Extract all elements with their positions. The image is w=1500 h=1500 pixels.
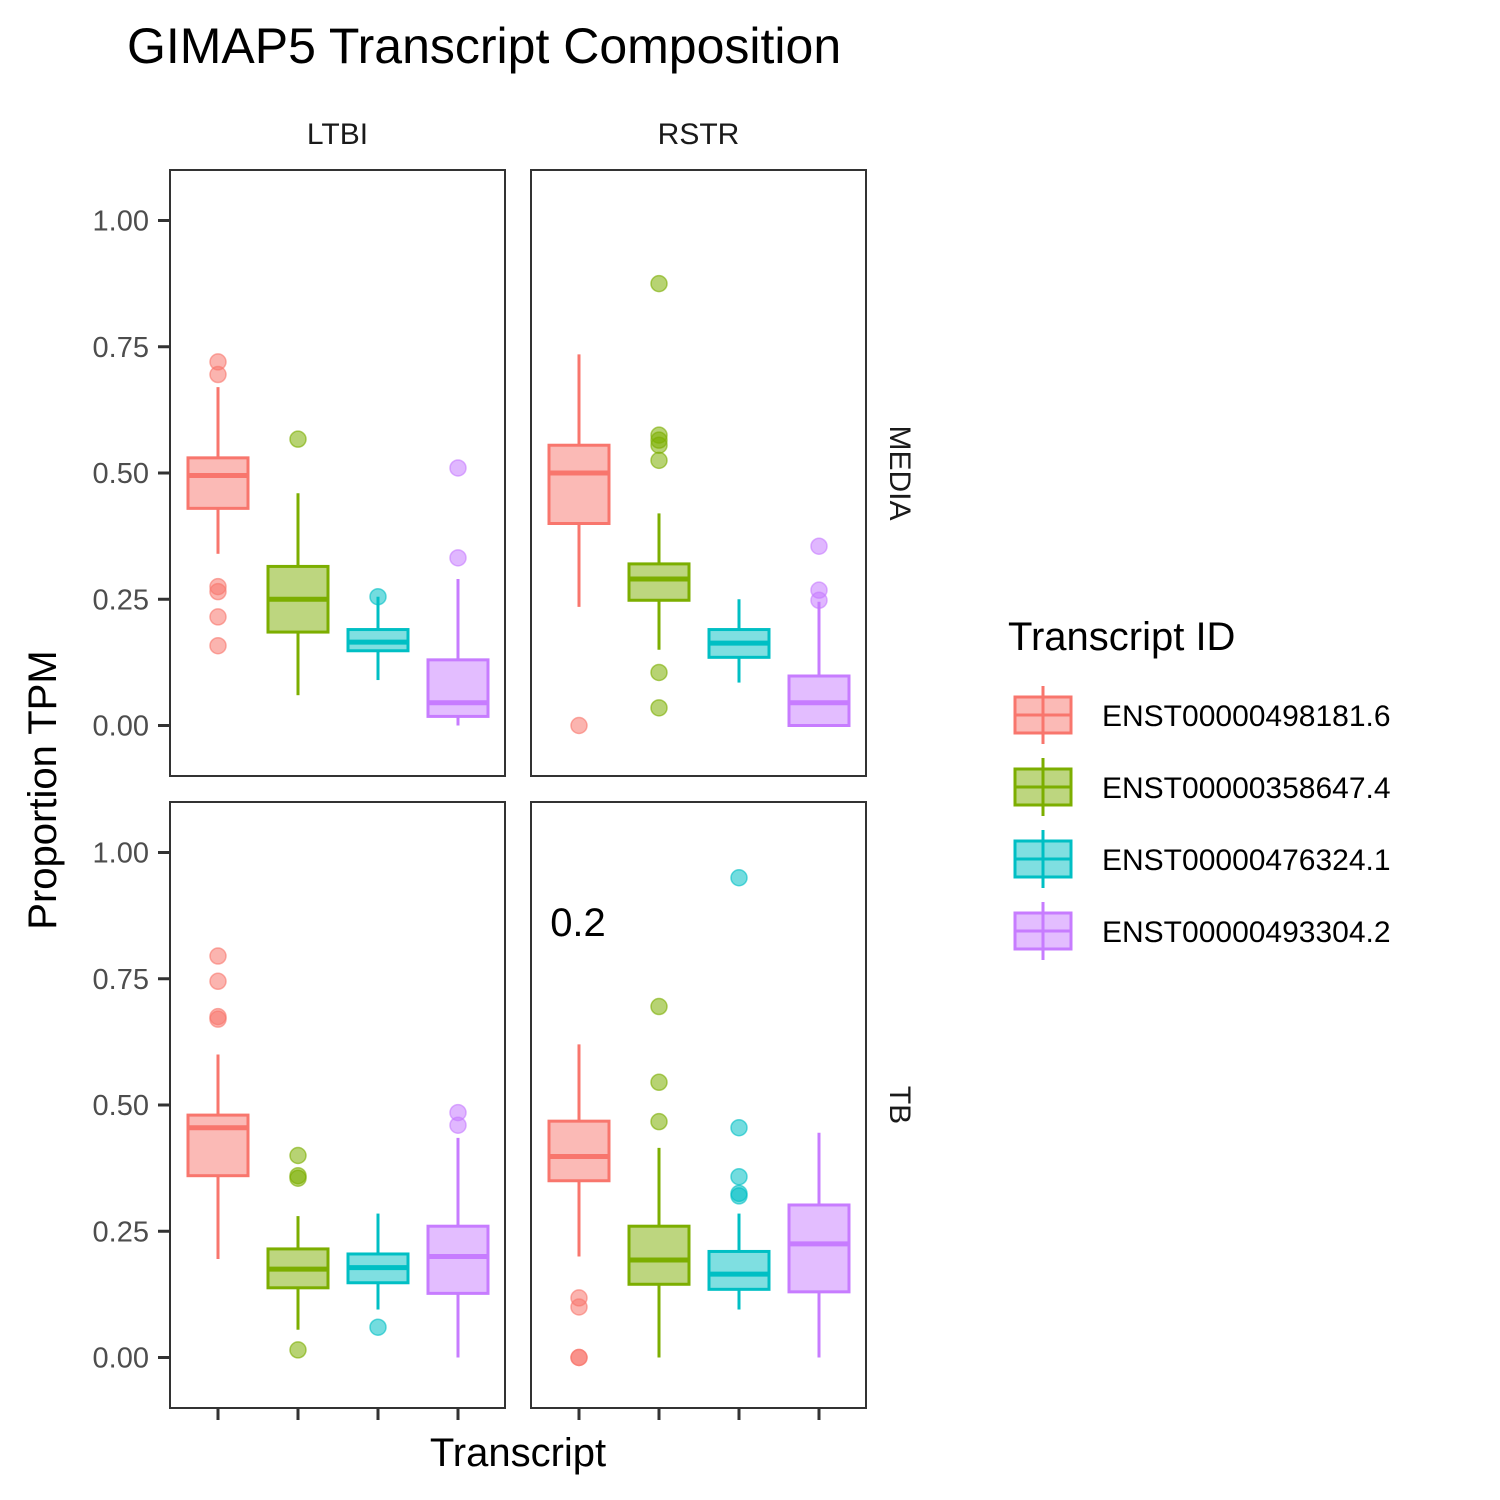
- y-tick-label: 0.75: [93, 332, 149, 364]
- panel-rstr-media: [530, 169, 867, 777]
- legend-label: ENST00000493304.2: [1102, 916, 1391, 949]
- y-tick-label: 1.00: [93, 206, 149, 238]
- box-iqr: [627, 1224, 691, 1286]
- outlier-point: [730, 1118, 748, 1137]
- box-ENST00000493304.2: [787, 537, 851, 728]
- strip-label-ltbi: LTBI: [307, 118, 368, 151]
- outlier-point: [570, 1348, 588, 1367]
- box-ENST00000493304.2: [787, 1132, 851, 1358]
- panel-rstr-tb: 0.2: [530, 801, 867, 1409]
- outlier-point: [209, 636, 227, 655]
- outlier-point: [289, 1341, 307, 1359]
- y-tick-label: 0.50: [93, 458, 149, 490]
- x-axis-title: Transcript: [430, 1431, 606, 1475]
- outlier-point: [289, 1169, 307, 1187]
- box-iqr: [186, 1113, 250, 1178]
- outlier-point: [369, 587, 387, 606]
- outlier-point: [289, 1146, 307, 1165]
- legend-label: ENST00000358647.4: [1102, 772, 1391, 805]
- outlier-point: [209, 947, 227, 965]
- box-ENST00000493304.2: [426, 459, 490, 726]
- panel-ltbi-tb: [169, 801, 506, 1409]
- outlier-point: [209, 608, 227, 626]
- outlier-point: [650, 1112, 668, 1131]
- box-iqr: [787, 1203, 851, 1294]
- y-tick-label: 0.00: [93, 711, 149, 743]
- chart-title: GIMAP5 Transcript Composition: [127, 18, 841, 74]
- outlier-point: [650, 1073, 668, 1092]
- outlier-point: [570, 716, 588, 735]
- panel-background: [531, 802, 866, 1408]
- box-ENST00000476324.1: [346, 1213, 410, 1336]
- outlier-point: [730, 869, 748, 887]
- outlier-point: [730, 1187, 748, 1205]
- y-tick-label: 0.25: [93, 584, 149, 616]
- y-axis-title: Proportion TPM: [21, 650, 65, 929]
- panel-border: [530, 801, 867, 1409]
- panel-background: [170, 802, 505, 1408]
- legend-label: ENST00000476324.1: [1102, 844, 1391, 877]
- box-iqr: [547, 443, 611, 526]
- box-ENST00000498181.6: [186, 353, 250, 655]
- outlier-point: [209, 582, 227, 601]
- legend-item: ENST00000358647.4: [1013, 758, 1391, 816]
- box-iqr: [426, 1224, 490, 1295]
- outlier-point: [650, 274, 668, 293]
- outlier-point: [369, 1318, 387, 1336]
- box-ENST00000476324.1: [346, 587, 410, 681]
- outlier-point: [209, 365, 227, 384]
- legend-item: ENST00000493304.2: [1013, 902, 1391, 960]
- legend-title: Transcript ID: [1008, 615, 1235, 659]
- outlier-point: [650, 436, 668, 454]
- legend-item: ENST00000476324.1: [1013, 830, 1391, 888]
- box-ENST00000476324.1: [707, 869, 771, 1310]
- outlier-point: [650, 699, 668, 717]
- panel-annotation: 0.2: [550, 901, 606, 945]
- outlier-point: [650, 663, 668, 682]
- legend: Transcript ID ENST00000498181.6 ENST00000…: [1008, 615, 1391, 960]
- box-iqr: [426, 658, 490, 718]
- outlier-point: [209, 972, 227, 991]
- strip-label-rstr: RSTR: [658, 118, 740, 151]
- outlier-point: [289, 430, 307, 448]
- outlier-point: [209, 1010, 227, 1028]
- y-tick-label: 0.25: [93, 1216, 149, 1248]
- outlier-point: [730, 1167, 748, 1186]
- y-tick-label: 0.50: [93, 1090, 149, 1122]
- box-ENST00000498181.6: [547, 354, 611, 735]
- outlier-point: [570, 1298, 588, 1316]
- panel-border: [530, 169, 867, 777]
- box-ENST00000358647.4: [266, 1146, 330, 1359]
- box-iqr: [707, 1249, 771, 1291]
- box-ENST00000493304.2: [426, 1103, 490, 1358]
- outlier-point: [449, 1116, 467, 1134]
- box-ENST00000498181.6: [186, 947, 250, 1260]
- box-iqr: [547, 1119, 611, 1183]
- outlier-point: [449, 549, 467, 567]
- box-ENST00000358647.4: [627, 997, 691, 1358]
- box-iqr: [627, 562, 691, 602]
- panels: 0.2: [169, 169, 867, 1409]
- box-iqr: [186, 456, 250, 510]
- y-tick-label: 0.75: [93, 964, 149, 996]
- panel-ltbi-media: [169, 169, 506, 777]
- strip-label-media: MEDIA: [883, 425, 916, 520]
- legend-label: ENST00000498181.6: [1102, 700, 1391, 733]
- strip-label-tb: TB: [883, 1086, 916, 1124]
- outlier-point: [449, 459, 467, 477]
- box-ENST00000358647.4: [627, 274, 691, 717]
- box-ENST00000476324.1: [707, 599, 771, 683]
- legend-item: ENST00000498181.6: [1013, 686, 1391, 744]
- box-ENST00000358647.4: [266, 430, 330, 696]
- outlier-point: [810, 537, 828, 555]
- box-ENST00000498181.6: [547, 1044, 611, 1367]
- outlier-point: [650, 451, 668, 470]
- outlier-point: [810, 591, 828, 610]
- y-tick-label: 1.00: [93, 838, 149, 870]
- outlier-point: [650, 997, 668, 1016]
- y-tick-label: 0.00: [93, 1343, 149, 1375]
